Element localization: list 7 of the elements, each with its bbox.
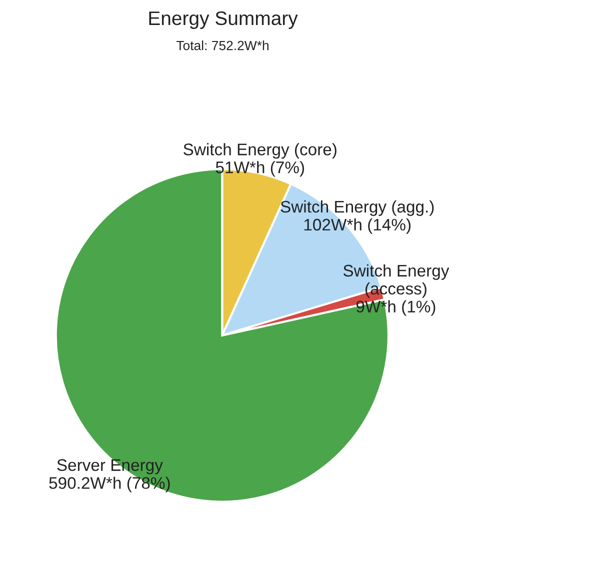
data-label: 51W*h (7%) [216,161,304,177]
slice-label: Switch Energy (access) [343,264,450,298]
slice-label: Switch Energy (agg.) [280,200,434,216]
slice-label: Switch Energy (core) [184,143,336,159]
data-label: 102W*h (14%) [304,218,411,234]
chart-title: Energy Summary [149,11,298,29]
chart-subtitle: Total: 752.2W*h [176,40,268,50]
